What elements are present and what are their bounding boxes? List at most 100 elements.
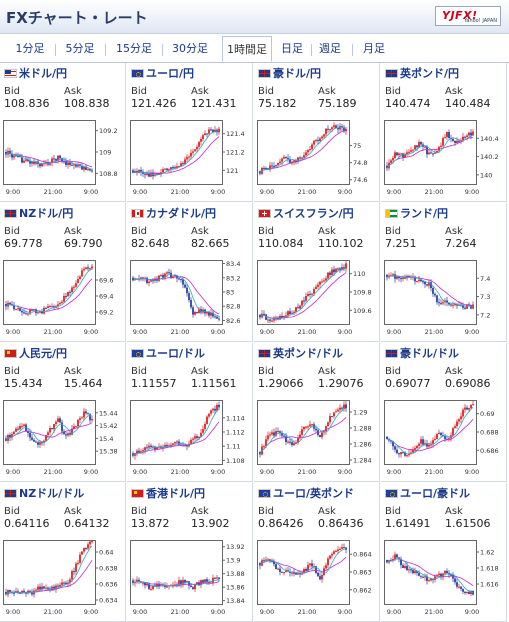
candlestick-chart[interactable]: 110 109.8 109.6 9:00 21:00 9:00 (257, 258, 377, 338)
rate-panel[interactable]: スイスフラン/円 Bid Ask 110.084 110.102 110 109.8 109.… (254, 203, 380, 342)
candle-body (77, 164, 79, 167)
candle-body (341, 267, 343, 270)
rate-panel[interactable]: カナダドル/円 Bid Ask 82.648 82.665 83.4 83.2 83 82.8 8… (127, 203, 253, 342)
candle-body (87, 169, 89, 171)
tab-2[interactable]: 5分足 (65, 42, 95, 55)
rate-panel[interactable]: NZドル/円 Bid Ask 69.778 69.790 69.6 69.4 69.2 9:00… (0, 203, 126, 342)
ask-value: 1.29076 (318, 377, 364, 390)
candle-body (428, 444, 430, 447)
pair-title[interactable]: ユーロ/円 (131, 67, 194, 81)
rate-panel[interactable]: ユーロ/円 Bid Ask 121.426 121.431 121.4 121.2 121 9:… (127, 63, 253, 202)
candle-body (386, 165, 388, 169)
rate-panel[interactable]: 香港ドル/円 Bid Ask 13.872 13.902 13.92 13.9 13.88 13… (127, 483, 253, 622)
candle-body (204, 133, 206, 136)
rate-panel[interactable]: ユーロ/豪ドル Bid Ask 1.61491 1.61506 1.62 1.618 1.61… (381, 483, 507, 622)
rate-panel[interactable]: 人民元/円 Bid Ask 15.434 15.464 15.44 15.42 15.4 15.… (0, 343, 126, 482)
candle-body (343, 267, 345, 269)
candle-body (432, 440, 434, 445)
candlestick-chart[interactable]: 140.4 140.2 140 9:00 21:00 9:00 (384, 118, 504, 198)
pair-title[interactable]: 米ドル/円 (4, 67, 67, 81)
candle-body (311, 424, 313, 426)
candle-body (31, 161, 33, 164)
y-tick-label: 140.2 (480, 153, 499, 161)
rate-panel[interactable]: NZドル/ドル Bid Ask 0.64116 0.64132 0.64 0.638 0.63… (0, 483, 126, 622)
candle-body (319, 576, 321, 580)
yjfx-logo[interactable]: YJFX! Yahoo! JAPAN (435, 6, 501, 26)
pair-title[interactable]: 人民元/円 (4, 347, 67, 361)
pair-title[interactable]: 豪ドル/ドル (385, 347, 459, 361)
y-tick-label: 15.44 (99, 409, 118, 417)
candlestick-chart[interactable]: 121.4 121.2 121 9:00 21:00 9:00 (130, 118, 250, 198)
tab-7[interactable]: 週足 (319, 42, 341, 55)
candle-body (59, 155, 61, 159)
candle-body (273, 561, 275, 565)
pair-title[interactable]: 英ポンド/円 (385, 67, 459, 81)
rate-panel[interactable]: 米ドル/円 Bid Ask 108.836 108.838 109.2 109 108.8 9:… (0, 63, 126, 202)
candle-body (301, 157, 303, 159)
candle-body (460, 586, 462, 589)
tab-4[interactable]: 30分足 (172, 42, 208, 55)
pair-title[interactable]: カナダドル/円 (131, 207, 216, 221)
y-tick-label: 13.84 (226, 597, 245, 605)
candlestick-chart[interactable]: 109.2 109 108.8 9:00 21:00 9:00 (3, 118, 123, 198)
candlestick-chart[interactable]: 15.44 15.42 15.4 15.38 9:00 21:00 9:00 (3, 398, 123, 478)
tab-8[interactable]: 月足 (363, 42, 385, 55)
candle-body (398, 153, 400, 156)
candle-body (408, 151, 410, 153)
pair-title[interactable]: NZドル/円 (4, 207, 73, 221)
pair-title[interactable]: 香港ドル/円 (131, 487, 205, 501)
candle-body (89, 541, 91, 545)
candle-body (47, 587, 49, 590)
tab-3[interactable]: 15分足 (116, 42, 152, 55)
candlestick-chart[interactable]: 1.62 1.618 1.616 9:00 21:00 9:00 (384, 538, 504, 618)
candle-body (277, 431, 279, 433)
candle-body (89, 268, 91, 270)
tab-6[interactable]: 日足 (281, 42, 303, 55)
pair-title[interactable]: ユーロ/豪ドル (385, 487, 470, 501)
candle-body (17, 428, 19, 430)
pair-name: NZドル/円 (19, 207, 74, 220)
pair-title[interactable]: ユーロ/英ポンド (258, 487, 354, 501)
candlestick-chart[interactable]: 69.6 69.4 69.2 9:00 21:00 9:00 (3, 258, 123, 338)
rate-panel[interactable]: ユーロ/ドル Bid Ask 1.11557 1.11561 1.114 1.112 1.11… (127, 343, 253, 482)
candle-body (13, 431, 15, 435)
candle-body (69, 162, 71, 165)
rate-panel[interactable]: ランド/円 Bid Ask 7.251 7.264 7.4 7.3 7.2 9:00 21:00 9… (381, 203, 507, 342)
candle-body (172, 167, 174, 169)
candle-body (144, 582, 146, 586)
candle-body (402, 452, 404, 454)
rate-panel[interactable]: 豪ドル/ドル Bid Ask 0.69077 0.69086 0.69 0.688 0.686… (381, 343, 507, 482)
pair-title[interactable]: NZドル/ドル (4, 487, 84, 501)
rate-panel[interactable]: 豪ドル/円 Bid Ask 75.182 75.189 75 74.8 74.6 9:00 21:… (254, 63, 380, 202)
pair-title[interactable]: 豪ドル/円 (258, 67, 321, 81)
pair-title[interactable]: スイスフラン/円 (258, 207, 354, 221)
ask-label: Ask (64, 366, 82, 377)
cn-flag-icon (4, 349, 17, 358)
y-tick-label: 69.6 (99, 277, 113, 285)
candle-body (299, 157, 301, 159)
candlestick-chart[interactable]: 0.69 0.688 0.686 9:00 21:00 9:00 (384, 398, 504, 478)
tab-5[interactable]: 1時間足 (222, 36, 272, 62)
candle-body (140, 451, 142, 453)
candlestick-chart[interactable]: 0.864 0.863 0.862 9:00 21:00 9:00 (257, 538, 377, 618)
candle-body (416, 145, 418, 148)
tab-1[interactable]: 1分足 (15, 42, 45, 55)
candle-body (432, 288, 434, 294)
bid-value: 1.61491 (385, 517, 431, 530)
candlestick-chart[interactable]: 7.4 7.3 7.2 9:00 21:00 9:00 (384, 258, 504, 338)
pair-title[interactable]: ランド/円 (385, 207, 448, 221)
pair-title[interactable]: ユーロ/ドル (131, 347, 205, 361)
rate-panel[interactable]: 英ポンド/円 Bid Ask 140.474 140.484 140.4 140.2 140 9… (381, 63, 507, 202)
candle-body (9, 589, 11, 592)
rate-panel[interactable]: 英ポンド/ドル Bid Ask 1.29066 1.29076 1.29 1.288 1.28… (254, 343, 380, 482)
candle-body (303, 300, 305, 302)
candle-body (444, 435, 446, 440)
rate-panel[interactable]: ユーロ/英ポンド Bid Ask 0.86426 0.86436 0.864 0.863 0.… (254, 483, 380, 622)
pair-title[interactable]: 英ポンド/ドル (258, 347, 343, 361)
